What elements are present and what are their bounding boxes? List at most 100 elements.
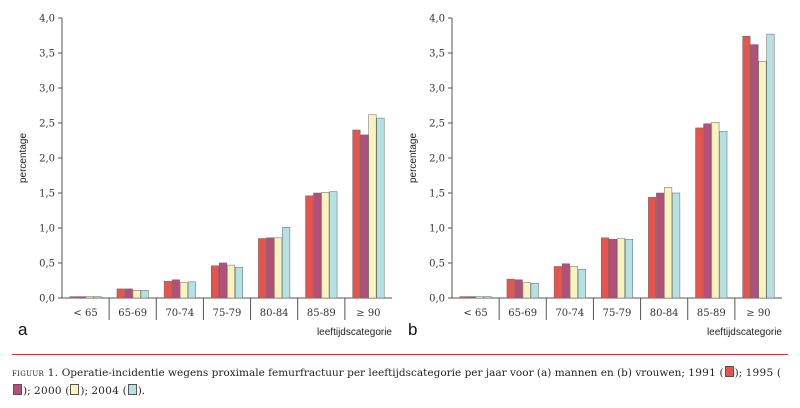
- y-tick-label: 2,5: [429, 119, 445, 130]
- bar-2004: [187, 281, 196, 299]
- bar-2004: [93, 296, 102, 299]
- caption-legend-item: 2000 ();: [33, 384, 92, 397]
- y-tick-label: 4,0: [39, 14, 55, 25]
- bar-1991: [459, 296, 468, 299]
- legend-year: 1991: [688, 367, 717, 379]
- bar-2004: [282, 227, 291, 299]
- bar-1991: [69, 296, 78, 299]
- figure-canvas: 0,0 0,5 1,0 1,5 2,0 2,5 3,0 3,5 4,0 percentage < 6…: [18, 14, 782, 340]
- x-tick-label: ≥ 90: [746, 308, 770, 319]
- bar-2004: [672, 192, 681, 299]
- bar-1995: [171, 279, 180, 299]
- legend-swatch-2004: [127, 384, 137, 395]
- panel-label: b: [408, 320, 417, 339]
- bar-1995: [219, 262, 227, 299]
- bar-2004: [766, 33, 775, 299]
- caption-legend-item: 2004 ().: [91, 384, 146, 397]
- bar-1995: [360, 134, 369, 299]
- bar-1991: [553, 266, 562, 299]
- bar-2000: [522, 282, 531, 299]
- bar-2000: [132, 290, 141, 299]
- y-tick-label: 2,0: [429, 154, 445, 165]
- x-tick-label: 75-79: [213, 308, 242, 319]
- bar-2004: [719, 131, 728, 299]
- y-tick-label: 2,0: [39, 154, 55, 165]
- bar-2000: [227, 264, 235, 299]
- legend-swatch-2000: [70, 384, 80, 395]
- bar-2000: [475, 296, 484, 299]
- y-tick-label: 2,5: [39, 119, 55, 130]
- bar-2000: [368, 114, 377, 299]
- chart-panel-b: 0,0 0,5 1,0 1,5 2,0 2,5 3,0 3,5 4,0 percentage < 6…: [408, 14, 782, 340]
- y-tick-label: 3,5: [429, 49, 445, 60]
- x-tick-label: 65-69: [508, 308, 537, 319]
- x-tick-label: < 65: [73, 308, 97, 319]
- bar-1995: [656, 192, 665, 299]
- caption-legend: 1991 (); 1995 (); 2000 (); 2004 ().: [12, 366, 781, 397]
- bar-1991: [163, 280, 172, 299]
- bar-2004: [376, 117, 385, 299]
- caption-text: Operatie-incidentie wegens proximale fem…: [61, 367, 685, 379]
- bar-1991: [305, 195, 314, 299]
- bar-2000: [664, 187, 673, 299]
- bar-1995: [514, 279, 523, 299]
- bar-1991: [352, 129, 361, 299]
- x-tick-label: ≥ 90: [356, 308, 380, 319]
- y-tick-label: 0,0: [429, 294, 445, 305]
- chart-panel-a: 0,0 0,5 1,0 1,5 2,0 2,5 3,0 3,5 4,0 percentage < 6…: [18, 14, 392, 340]
- x-tick-label: 85-89: [307, 308, 336, 319]
- x-tick-label: 70-74: [555, 308, 584, 319]
- y-tick-label: 3,0: [429, 84, 445, 95]
- x-axis-title: leeftijdscategorie: [707, 327, 782, 338]
- bar-2000: [569, 266, 578, 299]
- figure-caption: figuur 1. Operatie-incidentie wegens pro…: [12, 354, 788, 404]
- x-axis-title: leeftijdscategorie: [317, 327, 392, 338]
- bar-1995: [77, 296, 86, 299]
- legend-swatch-1995: [13, 384, 22, 395]
- bar-1995: [703, 123, 712, 299]
- bar-1991: [258, 238, 267, 299]
- y-tick-label: 0,5: [39, 259, 55, 270]
- bar-1991: [116, 288, 125, 299]
- x-tick-label: < 65: [463, 308, 487, 319]
- bar-2004: [577, 269, 586, 299]
- x-tick-label: 85-89: [697, 308, 726, 319]
- bar-1995: [467, 296, 476, 299]
- y-axis-title: percentage: [18, 133, 29, 183]
- bar-2004: [483, 296, 492, 299]
- bar-2000: [85, 296, 94, 299]
- bar-1991: [695, 127, 704, 299]
- legend-year: 2000: [33, 385, 62, 397]
- bar-2004: [235, 266, 243, 299]
- x-tick-label: 80-84: [650, 308, 679, 319]
- caption-legend-item: 1995 ();: [12, 367, 781, 397]
- bar-2000: [758, 61, 767, 299]
- bar-2000: [179, 282, 188, 299]
- bar-1991: [742, 35, 751, 299]
- bar-2000: [617, 238, 625, 299]
- panel-label: a: [18, 320, 28, 339]
- y-tick-label: 1,0: [429, 224, 445, 235]
- bar-2000: [321, 192, 330, 299]
- bar-2000: [274, 237, 283, 299]
- bar-1991: [211, 265, 219, 299]
- x-tick-label: 75-79: [603, 308, 632, 319]
- bar-1995: [609, 238, 617, 299]
- bar-2004: [530, 283, 539, 299]
- bar-1995: [266, 237, 275, 299]
- bar-2000: [711, 122, 720, 299]
- caption-label: figuur 1.: [12, 367, 59, 379]
- x-tick-label: 70-74: [165, 308, 194, 319]
- legend-year: 2004: [91, 385, 120, 397]
- y-tick-label: 1,5: [429, 189, 445, 200]
- bar-2004: [329, 191, 338, 299]
- y-tick-label: 4,0: [429, 14, 445, 25]
- y-tick-label: 0,0: [39, 294, 55, 305]
- y-tick-label: 0,5: [429, 259, 445, 270]
- bar-1995: [750, 44, 759, 299]
- y-tick-label: 1,0: [39, 224, 55, 235]
- y-tick-label: 3,0: [39, 84, 55, 95]
- legend-year: 1995: [745, 367, 774, 379]
- bar-2004: [625, 238, 633, 299]
- y-tick-label: 1,5: [39, 189, 55, 200]
